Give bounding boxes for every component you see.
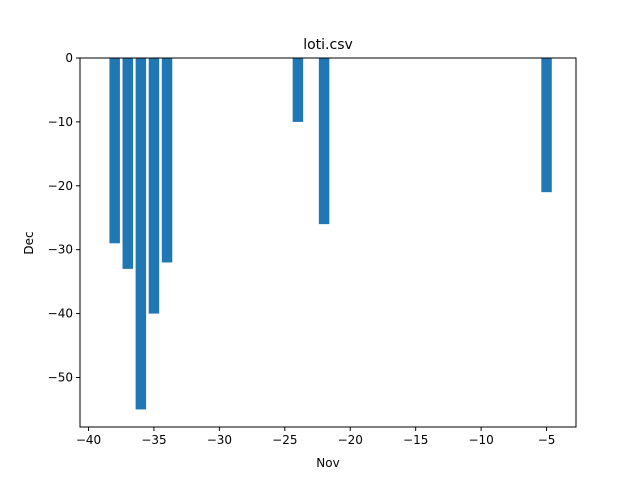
- x-axis-label: Nov: [316, 456, 339, 470]
- x-tick-label: −40: [76, 433, 101, 447]
- x-tick-label: −35: [141, 433, 166, 447]
- bars-group: [109, 58, 552, 410]
- bar: [109, 58, 120, 244]
- y-axis: 0 −10 −20 −30 −40 −50: [48, 51, 80, 384]
- bar: [541, 58, 552, 193]
- x-axis: −40 −35 −30 −25 −20 −15 −10 −5: [76, 427, 556, 447]
- x-tick-label: −5: [538, 433, 556, 447]
- y-tick-label: −10: [48, 115, 73, 129]
- x-tick-label: −15: [403, 433, 428, 447]
- x-tick-label: −25: [272, 433, 297, 447]
- bar: [148, 58, 160, 314]
- plot-area-frame: [79, 57, 577, 428]
- x-tick-label: −30: [207, 433, 232, 447]
- x-tick-label: −10: [468, 433, 493, 447]
- y-axis-label: Dec: [22, 231, 36, 254]
- x-tick-label: −20: [338, 433, 363, 447]
- bar: [161, 58, 173, 263]
- y-tick-label: −40: [48, 307, 73, 321]
- y-tick-label: −20: [48, 179, 73, 193]
- y-tick-label: 0: [65, 51, 73, 65]
- bar: [318, 58, 330, 225]
- y-tick-label: −50: [48, 370, 73, 384]
- chart-title: loti.csv: [303, 37, 353, 53]
- bar: [135, 58, 147, 410]
- bar: [122, 58, 134, 269]
- y-tick-label: −30: [48, 243, 73, 257]
- bar: [292, 58, 304, 122]
